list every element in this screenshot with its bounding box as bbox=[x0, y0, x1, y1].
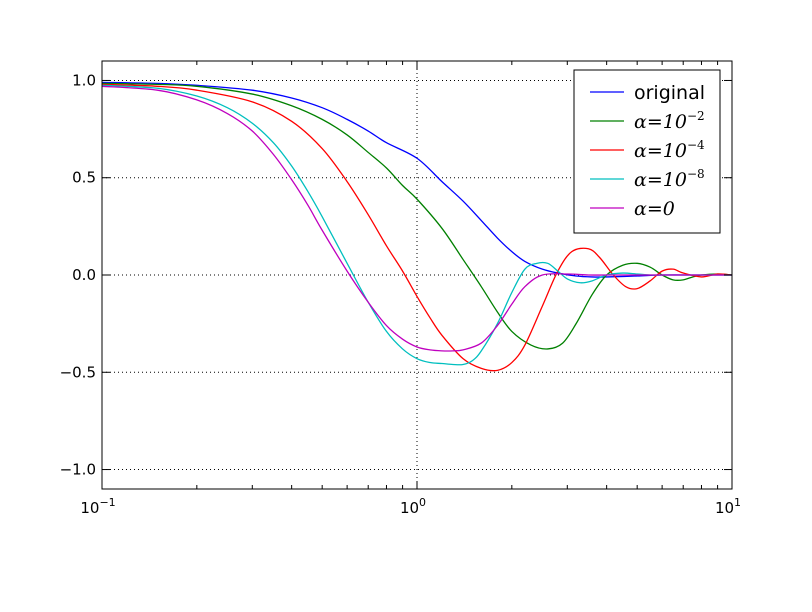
legend: original α=10−2 α=10−4 α=10−8 α=0 bbox=[573, 69, 721, 234]
y-tick-label: 0.0 bbox=[72, 266, 96, 284]
legend-label-5: α=0 bbox=[634, 198, 675, 220]
series-line-3 bbox=[102, 83, 732, 372]
series-line-4 bbox=[102, 84, 732, 366]
legend-label-1: original bbox=[634, 82, 705, 104]
x-tick-label: 10−1 bbox=[80, 496, 115, 517]
legend-box bbox=[573, 69, 721, 234]
y-tick-label: −0.5 bbox=[60, 363, 96, 381]
y-tick-label: −1.0 bbox=[60, 461, 96, 479]
series-line-1 bbox=[102, 81, 732, 278]
legend-label-4: α=10−8 bbox=[634, 167, 705, 191]
axis-ticks: 10−1 100 101 1.0 0.5 0.0 −0.5 −1.0 bbox=[60, 61, 741, 517]
legend-label-3: α=10−4 bbox=[634, 138, 705, 162]
plot-lines bbox=[102, 81, 732, 372]
series-line-2 bbox=[102, 82, 732, 350]
x-tick-label: 100 bbox=[400, 496, 426, 517]
legend-label-2: α=10−2 bbox=[634, 109, 705, 133]
y-tick-label: 0.5 bbox=[72, 169, 96, 187]
series-line-5 bbox=[102, 85, 732, 352]
x-tick-label: 101 bbox=[715, 496, 741, 517]
y-tick-label: 1.0 bbox=[72, 71, 96, 89]
